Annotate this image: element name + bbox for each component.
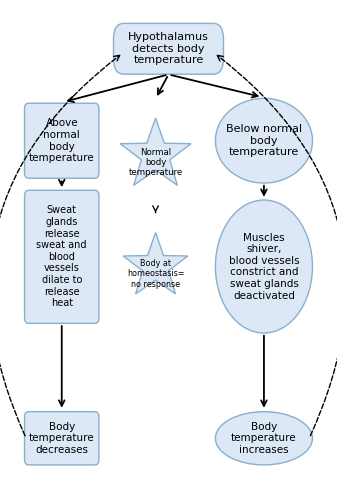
Text: Normal
body
temperature: Normal body temperature bbox=[128, 148, 183, 177]
Text: Above
normal
body
temperature: Above normal body temperature bbox=[29, 118, 95, 163]
Polygon shape bbox=[120, 118, 191, 185]
Text: Muscles
shiver,
blood vessels
constrict and
sweat glands
deactivated: Muscles shiver, blood vessels constrict … bbox=[228, 232, 299, 300]
Ellipse shape bbox=[215, 412, 312, 465]
Text: Below normal
body
temperature: Below normal body temperature bbox=[226, 124, 302, 157]
Ellipse shape bbox=[215, 200, 312, 333]
Polygon shape bbox=[123, 232, 188, 294]
FancyBboxPatch shape bbox=[25, 191, 99, 324]
Text: Body at
homeostasis=
no response: Body at homeostasis= no response bbox=[127, 259, 184, 289]
Text: Body
temperature
increases: Body temperature increases bbox=[231, 422, 297, 455]
Text: Body
temperature
decreases: Body temperature decreases bbox=[29, 422, 95, 455]
FancyBboxPatch shape bbox=[114, 23, 223, 74]
FancyBboxPatch shape bbox=[25, 412, 99, 465]
Text: Sweat
glands
release
sweat and
blood
vessels
dilate to
release
heat: Sweat glands release sweat and blood ves… bbox=[36, 206, 87, 308]
FancyBboxPatch shape bbox=[25, 103, 99, 178]
Ellipse shape bbox=[215, 98, 312, 183]
Text: Hypothalamus
detects body
temperature: Hypothalamus detects body temperature bbox=[128, 32, 209, 66]
